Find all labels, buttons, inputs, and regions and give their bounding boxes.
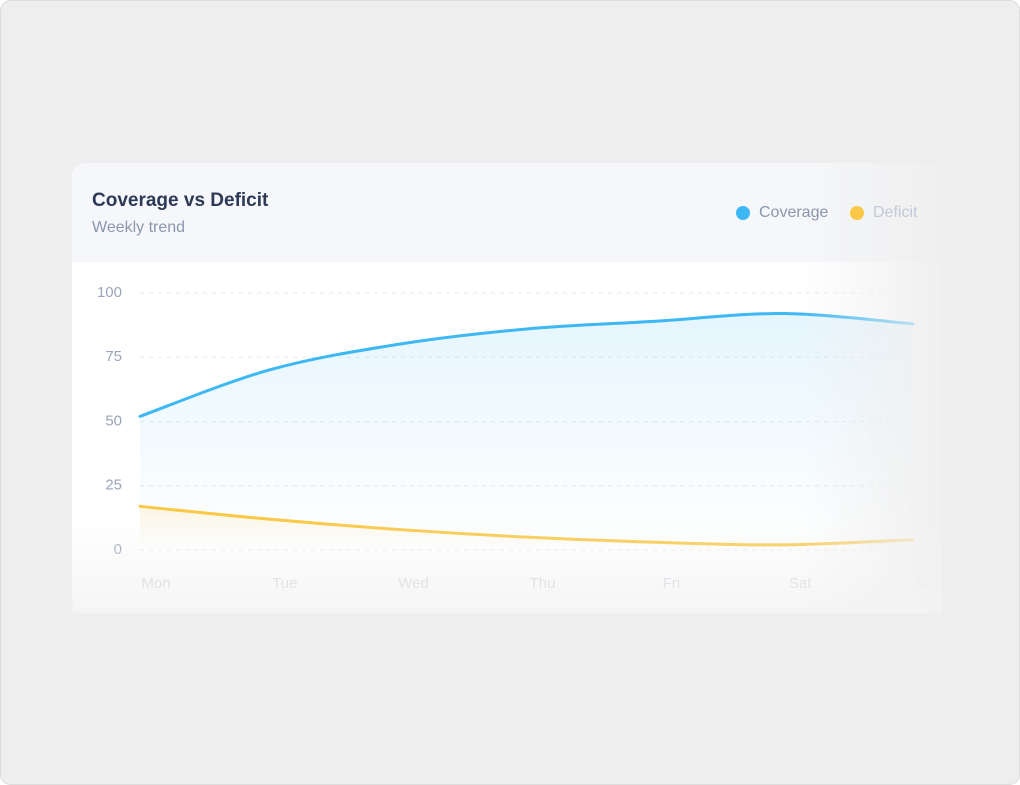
card-header: [72, 163, 942, 262]
chart-title: Coverage vs Deficit: [92, 190, 269, 211]
legend-marker: [736, 206, 750, 220]
y-tick-label: 25: [105, 477, 122, 494]
y-tick-label: 75: [105, 348, 122, 365]
area-fill: [140, 313, 913, 550]
chart-subtitle: Weekly trend: [92, 219, 185, 236]
series-line: [138, 312, 915, 418]
y-tick-label: 50: [105, 412, 122, 429]
legend-marker: [850, 206, 864, 220]
legend-label: Deficit: [873, 204, 918, 221]
fade-overlay: [72, 520, 942, 613]
legend-label: Coverage: [759, 204, 828, 221]
y-tick-label: 100: [97, 284, 122, 301]
